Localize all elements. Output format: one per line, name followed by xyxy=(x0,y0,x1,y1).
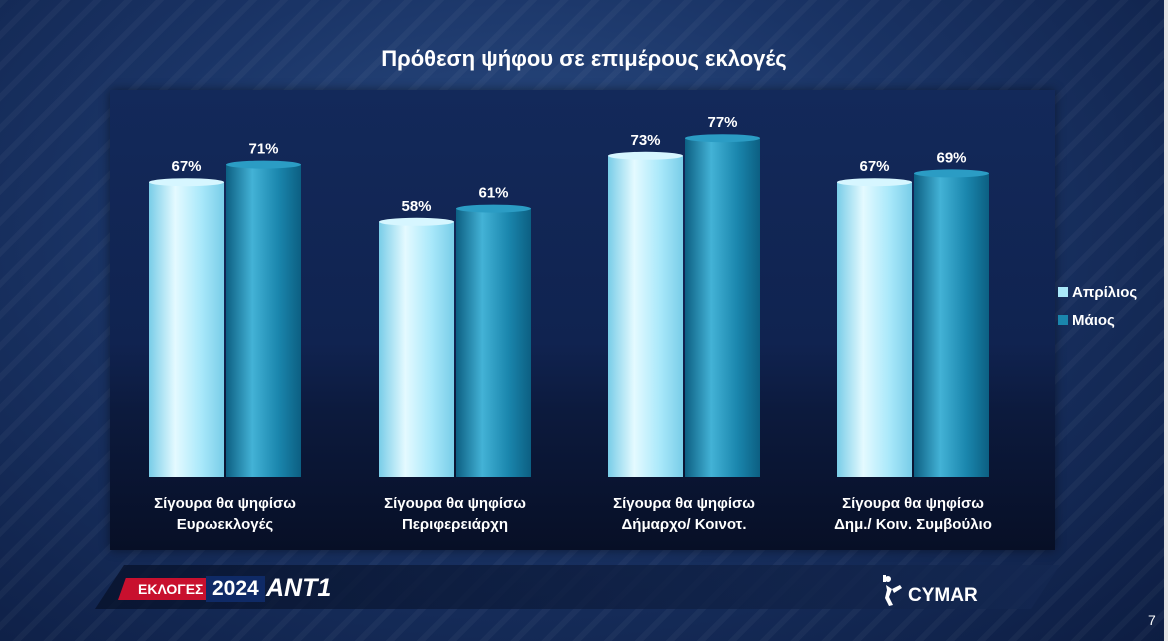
bar-cap-may-mayor xyxy=(685,134,760,143)
legend-swatch-may xyxy=(1058,315,1068,325)
bar-cap-may-europe xyxy=(226,160,301,169)
election-logo-year: 2024 xyxy=(206,576,265,602)
legend-label-april: Απρίλιος xyxy=(1072,283,1138,301)
bar-april-council xyxy=(837,182,912,477)
cymar-figure-icon xyxy=(883,575,902,606)
category-label-europe-line1: Σίγουρα θα ψηφίσω xyxy=(154,495,296,512)
bar-april-mayor xyxy=(608,155,683,478)
channel-logo: ANT1 xyxy=(266,574,332,602)
legend: Απρίλιος Μάιος xyxy=(1058,278,1137,334)
data-label-may-mayor: 77% xyxy=(707,114,737,131)
bar-may-mayor xyxy=(685,138,760,477)
bar-cap-april-mayor xyxy=(608,151,683,160)
right-edge-strip xyxy=(1164,0,1168,641)
bar-may-council xyxy=(914,173,989,477)
data-label-may-council: 69% xyxy=(936,149,966,166)
bar-cap-may-council xyxy=(914,169,989,178)
legend-item-may: Μάιος xyxy=(1058,306,1137,334)
category-label-mayor-line1: Σίγουρα θα ψηφίσω xyxy=(613,495,755,512)
bar-cap-april-council xyxy=(837,178,912,187)
cymar-logo-text: CYMAR xyxy=(908,585,978,606)
data-label-may-region: 61% xyxy=(478,185,508,202)
data-label-may-europe: 71% xyxy=(248,141,278,158)
legend-label-may: Μάιος xyxy=(1072,311,1115,329)
bar-may-europe xyxy=(226,164,301,477)
bar-cap-april-region xyxy=(379,217,454,226)
page-number: 7 xyxy=(1148,612,1156,628)
category-label-europe-line2: Ευρωεκλογές xyxy=(177,516,274,533)
data-label-april-mayor: 73% xyxy=(630,132,660,149)
chart-title: Πρόθεση ψήφου σε επιμέρους εκλογές xyxy=(381,46,787,71)
legend-swatch-april xyxy=(1058,287,1068,297)
category-label-region-line1: Σίγουρα θα ψηφίσω xyxy=(384,495,526,512)
bar-cap-april-europe xyxy=(149,178,224,187)
election-logo-label: ΕΚΛΟΓΕΣ xyxy=(118,578,216,600)
legend-item-april: Απρίλιος xyxy=(1058,278,1137,306)
bar-chart: 67% 71% Σίγουρα θα ψηφίσω Ευρωεκλογές 58% 61%… xyxy=(149,114,992,533)
category-label-council-line1: Σίγουρα θα ψηφίσω xyxy=(842,495,984,512)
bar-april-region xyxy=(379,221,454,477)
cymar-logo: CYMAR xyxy=(880,573,978,607)
data-label-april-region: 58% xyxy=(401,198,431,215)
category-label-mayor-line2: Δήμαρχο/ Κοινοτ. xyxy=(622,516,747,533)
bar-cap-may-region xyxy=(456,204,531,213)
category-label-region-line2: Περιφερειάρχη xyxy=(402,516,508,533)
bar-april-europe xyxy=(149,182,224,477)
data-label-april-council: 67% xyxy=(859,158,889,175)
bar-may-region xyxy=(456,208,531,477)
category-label-council-line2: Δημ./ Κοιν. Συμβούλιο xyxy=(834,516,992,533)
data-label-april-europe: 67% xyxy=(171,158,201,175)
